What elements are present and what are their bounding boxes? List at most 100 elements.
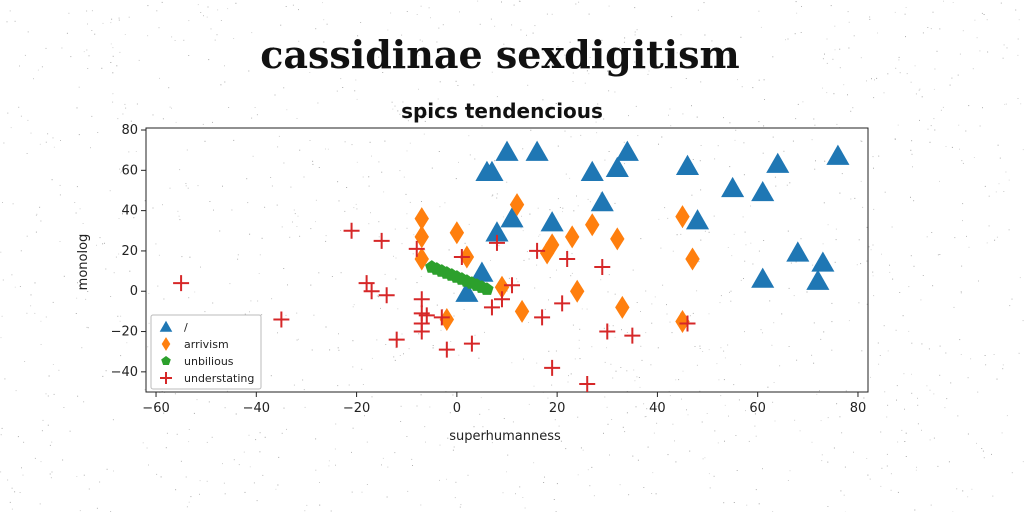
noise-dot [589, 14, 590, 15]
noise-dot [907, 73, 908, 74]
noise-dot [387, 467, 388, 468]
noise-dot [836, 403, 837, 404]
data-point-diamond [675, 205, 689, 228]
noise-dot [764, 99, 765, 100]
noise-dot [820, 339, 821, 340]
data-point-triangle [721, 177, 744, 197]
noise-dot [677, 234, 678, 235]
noise-dot [304, 389, 305, 390]
noise-dot [1, 337, 2, 338]
noise-dot [120, 316, 121, 317]
noise-dot [624, 431, 625, 432]
noise-dot [623, 427, 624, 428]
noise-dot [105, 269, 106, 270]
noise-dot [840, 490, 841, 491]
noise-dot [147, 35, 148, 36]
noise-dot [38, 70, 39, 71]
noise-dot [672, 332, 673, 333]
noise-dot [536, 265, 537, 266]
noise-dot [906, 7, 907, 8]
noise-dot [231, 210, 232, 211]
noise-dot [384, 141, 385, 142]
noise-dot [161, 476, 162, 477]
noise-dot [538, 236, 539, 237]
noise-dot [111, 43, 112, 44]
noise-dot [737, 79, 738, 80]
noise-dot [179, 219, 180, 220]
noise-dot [744, 331, 745, 332]
noise-dot [754, 426, 755, 427]
noise-dot [390, 13, 391, 14]
noise-dot [27, 153, 28, 154]
noise-dot [501, 2, 502, 3]
noise-dot [519, 486, 520, 487]
noise-dot [985, 355, 986, 356]
noise-dot [716, 363, 717, 364]
noise-dot [378, 221, 379, 222]
noise-dot [543, 482, 544, 483]
noise-dot [930, 439, 931, 440]
noise-dot [812, 265, 813, 266]
noise-dot [576, 196, 577, 197]
noise-dot [438, 28, 439, 29]
noise-dot [917, 398, 918, 399]
noise-dot [968, 377, 969, 378]
noise-dot [46, 142, 47, 143]
noise-dot [15, 287, 16, 288]
noise-dot [399, 170, 400, 171]
noise-dot [148, 293, 149, 294]
noise-dot [762, 468, 763, 469]
noise-dot [887, 466, 888, 467]
noise-dot [310, 140, 311, 141]
noise-dot [119, 20, 120, 21]
noise-dot [989, 225, 990, 226]
noise-dot [357, 162, 358, 163]
noise-dot [615, 203, 616, 204]
noise-dot [153, 208, 154, 209]
data-point-plus [554, 295, 570, 311]
noise-dot [769, 300, 770, 301]
noise-dot [633, 370, 634, 371]
noise-dot [76, 213, 77, 214]
noise-dot [0, 252, 1, 253]
noise-dot [120, 321, 121, 322]
noise-dot [326, 327, 327, 328]
noise-dot [446, 479, 447, 480]
noise-dot [695, 346, 696, 347]
noise-dot [337, 385, 338, 386]
noise-dot [802, 101, 803, 102]
noise-dot [523, 230, 524, 231]
noise-dot [911, 374, 912, 375]
noise-dot [464, 309, 465, 310]
noise-dot [636, 376, 637, 377]
noise-dot [361, 369, 362, 370]
noise-dot [282, 226, 283, 227]
noise-dot [721, 295, 722, 296]
noise-dot [520, 1, 521, 2]
noise-dot [335, 465, 336, 466]
noise-dot [626, 370, 627, 371]
noise-dot [296, 313, 297, 314]
noise-dot [743, 142, 744, 143]
noise-dot [64, 276, 65, 277]
noise-dot [877, 33, 878, 34]
noise-dot [372, 358, 373, 359]
noise-dot [126, 342, 127, 343]
noise-dot [892, 279, 893, 280]
data-point-diamond [515, 300, 529, 323]
noise-dot [578, 474, 579, 475]
noise-dot [323, 19, 324, 20]
noise-dot [424, 426, 425, 427]
noise-dot [758, 11, 759, 12]
noise-dot [931, 28, 932, 29]
noise-dot [147, 5, 148, 6]
noise-dot [590, 201, 591, 202]
noise-dot [224, 65, 225, 66]
noise-dot [905, 36, 906, 37]
noise-dot [627, 412, 628, 413]
noise-dot [822, 454, 823, 455]
noise-dot [560, 207, 561, 208]
noise-dot [131, 121, 132, 122]
noise-dot [919, 90, 920, 91]
noise-dot [899, 292, 900, 293]
